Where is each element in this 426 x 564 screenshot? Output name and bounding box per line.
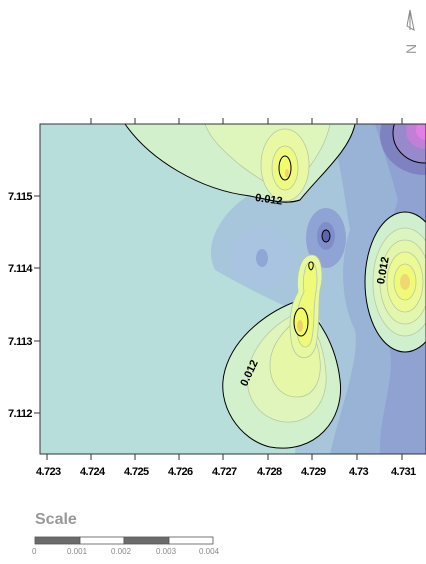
scale-bar — [34, 536, 214, 545]
y-tick-label: 7.114 — [8, 263, 33, 275]
contour-label: 0.012 — [254, 192, 283, 208]
contour-label: 0.012 — [375, 256, 392, 285]
x-tick-label: 4.727 — [212, 466, 237, 478]
scale-label: 0.002 — [111, 547, 132, 556]
x-tick-label: 4.723 — [36, 466, 61, 478]
scale-label: 0.001 — [67, 547, 88, 556]
contour-line-top — [259, 197, 301, 203]
scale-label: 0.003 — [156, 547, 177, 556]
x-tick-label: 4.728 — [257, 466, 282, 478]
x-tick-label: 4.729 — [301, 466, 326, 478]
blue-blob-left-core — [256, 249, 268, 267]
scale-label: 0.004 — [199, 547, 220, 556]
right-peak — [400, 274, 410, 290]
center-small-core — [308, 261, 314, 271]
magenta-core — [416, 124, 426, 140]
scale-label: 0 — [32, 547, 37, 556]
left-ticks — [34, 195, 40, 414]
x-tick-label: 4.725 — [124, 466, 149, 478]
y-tick-label: 7.112 — [8, 408, 32, 420]
plot-frame — [39, 123, 426, 455]
plot-area — [40, 124, 426, 454]
center-peak — [297, 320, 303, 332]
top-ticks — [90, 118, 403, 124]
bottom-ticks — [46, 454, 403, 460]
y-tick-label: 7.115 — [8, 191, 32, 203]
top-peak — [285, 169, 289, 177]
north-arrow-icon: N — [403, 9, 419, 54]
y-tick-label: 7.113 — [8, 336, 32, 348]
top-yellow-core — [278, 155, 292, 181]
x-tick-label: 4.726 — [168, 466, 193, 478]
x-tick-label: 4.731 — [391, 466, 416, 478]
scale-title: Scale — [35, 511, 77, 528]
x-tick-label: 4.73 — [349, 466, 368, 478]
x-tick-label: 4.724 — [80, 466, 106, 478]
north-label: N — [403, 44, 419, 54]
blue-blob-center-core — [321, 229, 331, 243]
